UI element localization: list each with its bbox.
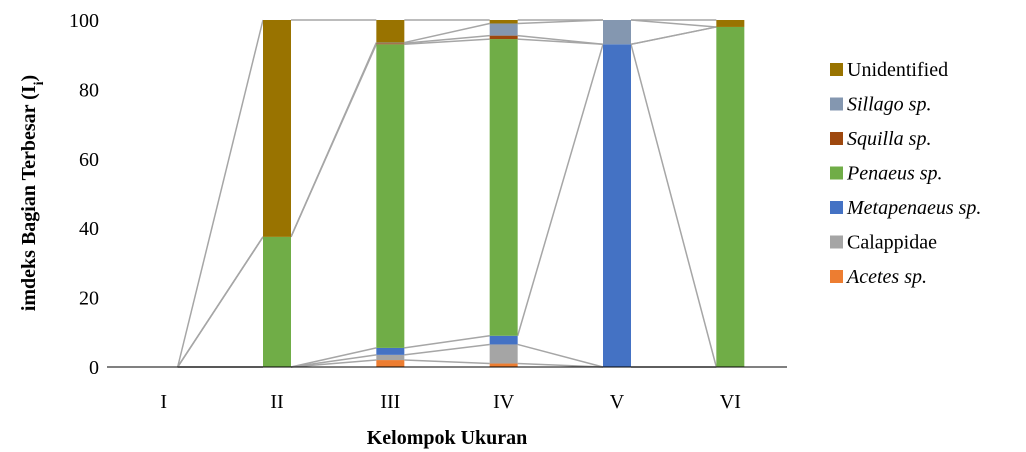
series-line-segment [517, 34, 604, 46]
bar-segment [376, 20, 405, 43]
bar-segment [376, 360, 405, 367]
y-tick-labels: 0 20 40 60 80 100 [69, 10, 99, 379]
legend-swatch [830, 166, 843, 180]
x-tick-label: II [270, 391, 283, 413]
y-tick-label: 0 [89, 357, 99, 379]
series-line-segment [290, 354, 377, 368]
series-line-segment [630, 19, 717, 28]
series-line-segment [404, 335, 490, 349]
legend: Unidentified Sillago sp. Squilla sp. Penaeu… [830, 59, 981, 288]
bar-segment [489, 35, 518, 40]
legend-label: Sillago sp. [847, 94, 931, 116]
y-axis-label-main: imdeks Bagian Terbesar (I [18, 85, 40, 311]
y-tick-label: 20 [79, 288, 99, 310]
x-tick-label: VI [720, 391, 741, 413]
legend-swatch [830, 201, 843, 214]
legend-swatch [830, 132, 843, 145]
bar-segment [376, 354, 405, 361]
x-tick-label: IV [493, 391, 515, 413]
legend-label: Squilla sp. [847, 128, 931, 150]
bar-segment [489, 39, 518, 336]
bar-segment [716, 20, 745, 27]
bar-segment [263, 20, 291, 237]
series-line-segment [404, 38, 490, 46]
series-connector-lines [176, 19, 718, 368]
series-line-segment [630, 44, 718, 368]
y-tick-label: 100 [69, 10, 99, 32]
series-line-segment [290, 347, 377, 368]
y-tick-label: 80 [79, 79, 99, 101]
series-line-segment [290, 42, 378, 238]
bar-segment [376, 43, 405, 45]
bar-segment [263, 236, 291, 367]
series-line-segment [290, 359, 377, 368]
legend-swatch [830, 97, 843, 111]
bar-segment [489, 335, 518, 345]
bars-group [263, 20, 745, 367]
bar-segment [716, 26, 745, 367]
bar-segment [489, 23, 518, 36]
series-line-segment [404, 34, 490, 44]
legend-label: Unidentified [847, 59, 948, 81]
bar-segment [376, 347, 405, 355]
series-line-segment [516, 44, 604, 336]
y-axis-label-close: ) [18, 75, 40, 82]
series-line-segment [517, 343, 604, 368]
bar-segment [376, 42, 405, 44]
series-line-segment [630, 26, 717, 46]
legend-label: Calappidae [847, 232, 937, 254]
series-line-segment [404, 22, 490, 44]
bar-segment [489, 363, 518, 367]
series-line-segment [176, 19, 264, 368]
bar-segment [376, 44, 405, 348]
bar-segment [603, 20, 631, 45]
x-tick-label: I [160, 391, 167, 413]
y-axis-label-subscript: i [32, 81, 47, 85]
series-line-segment [177, 236, 264, 368]
bar-segment [489, 20, 518, 24]
bar-segment [603, 44, 631, 367]
x-tick-labels: I II III IV V VI [160, 391, 741, 413]
legend-label: Penaeus sp. [846, 163, 943, 185]
series-line-segment [404, 359, 490, 365]
x-axis-label: Kelompok Ukuran [367, 427, 528, 449]
series-line-segment [404, 343, 490, 356]
legend-swatch [830, 63, 843, 76]
x-tick-label: III [380, 391, 400, 413]
legend-label: Acetes sp. [845, 266, 927, 288]
legend-swatch [830, 270, 843, 283]
x-tick-label: V [610, 391, 625, 413]
legend-label: Metapenaeus sp. [846, 197, 981, 219]
legend-swatch [830, 235, 843, 249]
bar-segment [489, 344, 518, 364]
series-line-segment [517, 362, 604, 368]
y-tick-label: 60 [79, 149, 99, 171]
y-tick-label: 40 [79, 218, 99, 240]
y-axis-label: imdeks Bagian Terbesar (Ii) [18, 75, 47, 311]
